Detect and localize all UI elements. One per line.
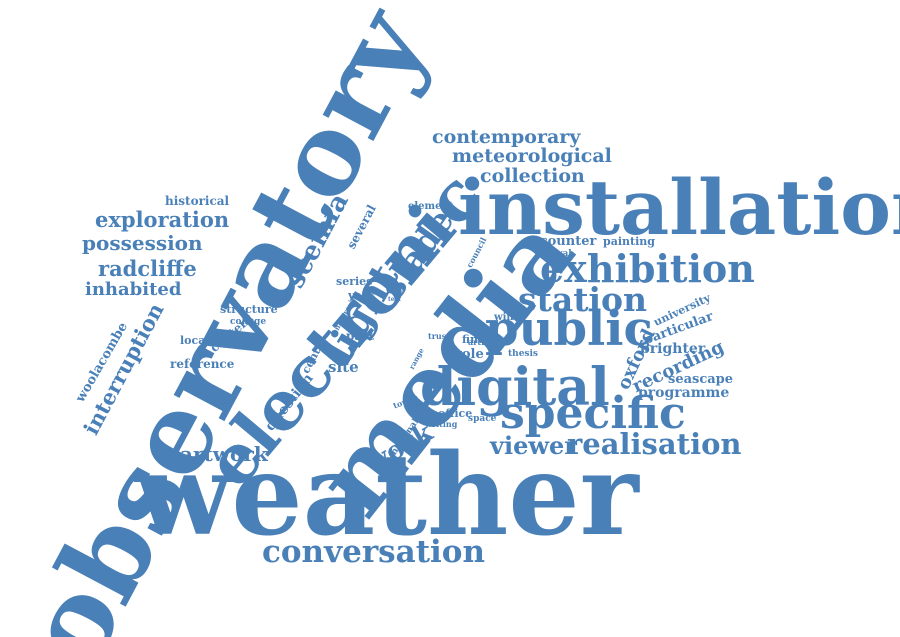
word-installation: installation [458, 163, 900, 252]
word-conversation: conversation [262, 534, 486, 570]
word-role: role [455, 347, 484, 362]
word-artwork: artwork [180, 442, 268, 466]
word-painting: painting [603, 235, 655, 248]
word-reference: reference [170, 357, 235, 371]
word-inhabited: inhabited [85, 279, 182, 300]
word-realisation: realisation [567, 427, 742, 461]
word-programme: programme [638, 385, 730, 401]
word-contemporary: contemporary [432, 126, 581, 148]
word-thesis: thesis [508, 349, 538, 359]
word-part: part [346, 329, 375, 343]
word-fine: fine [462, 333, 485, 346]
word-site: site [328, 358, 359, 376]
word-seascape: seascape [668, 372, 734, 387]
word-station: station [518, 280, 647, 319]
word-radcliffe: radcliffe [98, 256, 197, 281]
word-college: college [230, 317, 267, 327]
word-year: year [348, 289, 375, 302]
word-text: text [388, 296, 401, 303]
word-public: public [485, 301, 653, 357]
word-collection: collection [480, 165, 585, 187]
word-office: office [438, 407, 473, 420]
word-writing: writing [425, 419, 458, 429]
word-viewer: viewer [490, 431, 577, 460]
word-meteorological: meteorological [452, 145, 612, 167]
word-digital: digital [420, 357, 610, 418]
word-specific: specific [500, 388, 686, 439]
word-brighter: brighter [640, 341, 706, 357]
word-structure: structure [220, 303, 278, 316]
word-historical: historical [165, 194, 230, 208]
word-exploration: exploration [95, 207, 230, 232]
word-trust: trust [428, 331, 450, 341]
word-weather: weather [135, 430, 639, 561]
word-exhibition: exhibition [540, 246, 755, 291]
word-artist: artist [468, 337, 493, 347]
word-series: series [336, 275, 373, 288]
word-festival: festival [535, 249, 572, 259]
word-wind: wind [494, 312, 521, 323]
word-possession: possession [82, 231, 203, 255]
word-space: space [468, 414, 497, 424]
word-location: location [180, 334, 230, 347]
word-encounter: encounter [522, 234, 597, 249]
word-element: element [408, 201, 454, 212]
